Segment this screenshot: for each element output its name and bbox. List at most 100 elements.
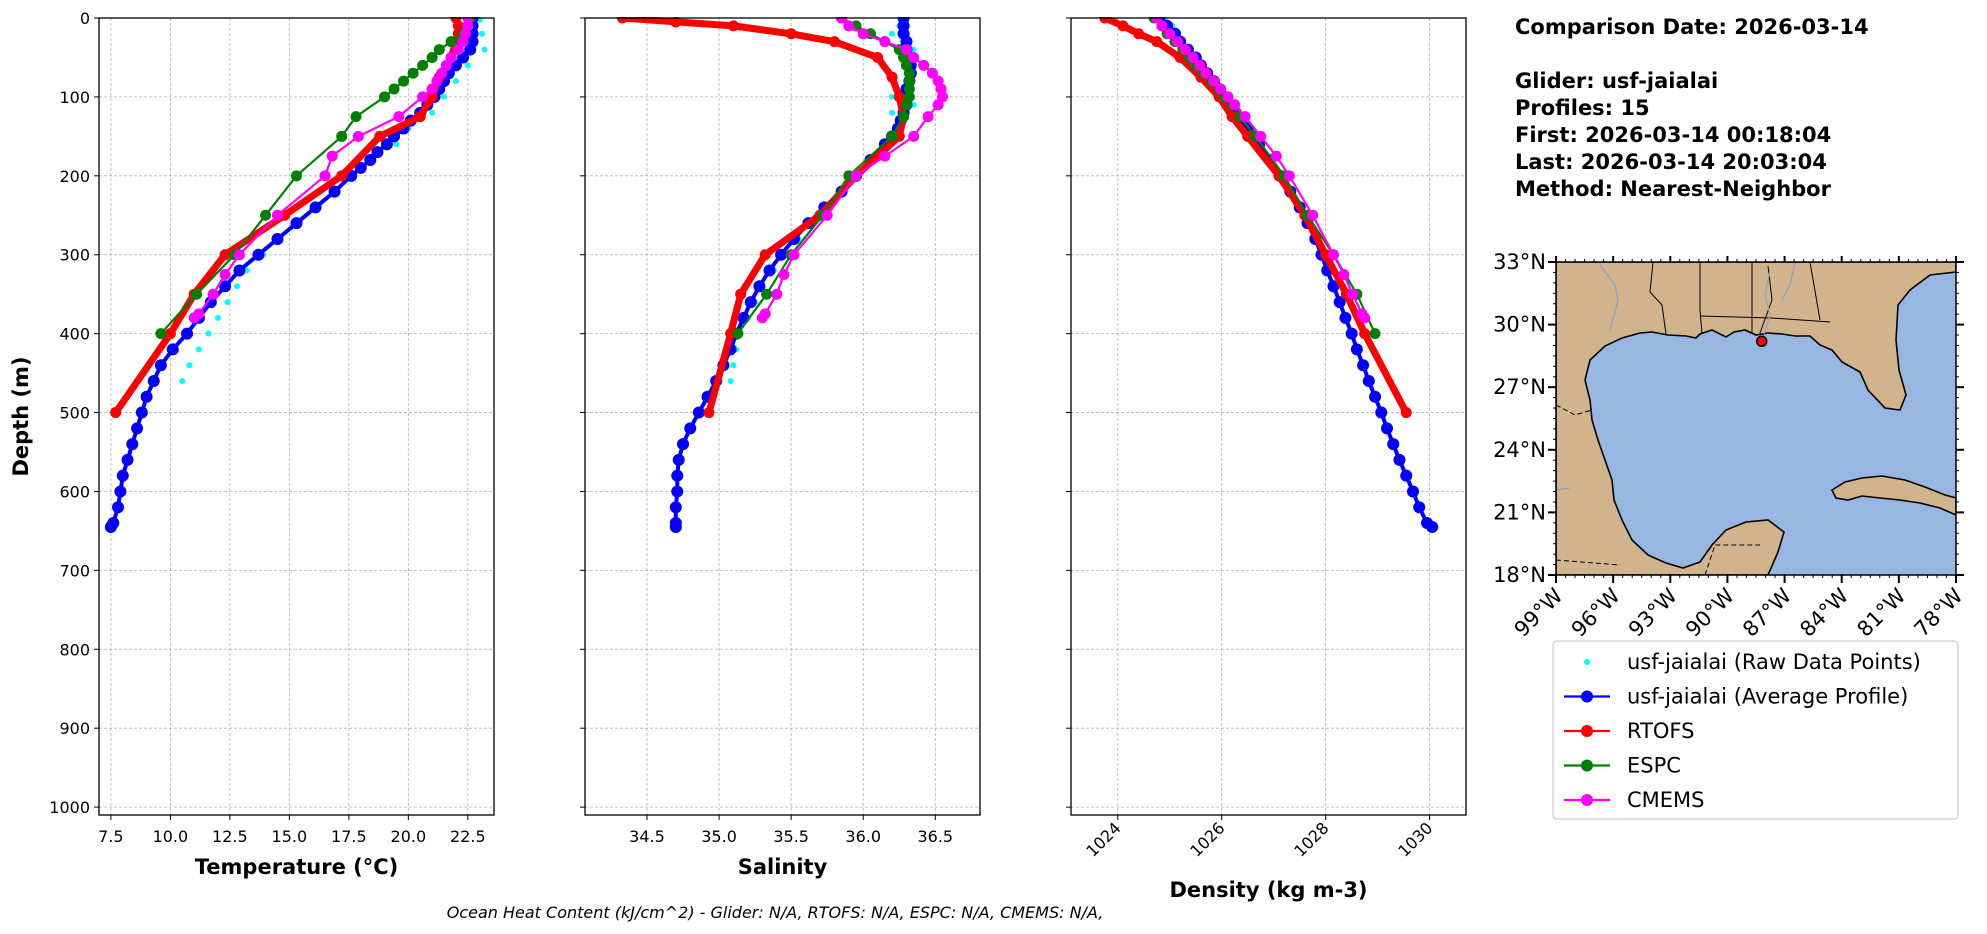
data-point: [763, 264, 776, 277]
data-point: [407, 67, 419, 79]
raw-data-point: [481, 46, 488, 53]
data-point: [1413, 501, 1426, 514]
data-point: [252, 248, 265, 261]
data-point: [364, 154, 377, 167]
series-line: [619, 17, 908, 417]
data-point: [753, 280, 766, 293]
map-lat-label: 18°N: [1493, 563, 1546, 587]
data-point: [116, 469, 129, 482]
profile-count: Profiles: 15: [1515, 96, 1650, 120]
map-lon-label: 84°W: [1795, 583, 1853, 641]
axes-frame: [98, 17, 495, 816]
data-point: [1270, 150, 1282, 162]
data-point: [398, 75, 410, 87]
data-point: [388, 83, 400, 95]
data-point: [191, 288, 203, 300]
legend-label: usf-jaialai (Average Profile): [1627, 685, 1908, 709]
y-axis-label: Depth (m): [9, 356, 33, 476]
data-point: [1187, 51, 1199, 63]
legend-marker: [1581, 759, 1593, 772]
data-point: [326, 150, 338, 162]
raw-data-point: [179, 377, 186, 384]
data-point: [1347, 288, 1359, 300]
data-point: [426, 83, 438, 95]
x-tick-label: 15.0: [272, 827, 308, 846]
x-tick-label: 22.5: [450, 827, 486, 846]
legend-entry: usf-jaialai (Raw Data Points): [1584, 650, 1921, 674]
data-point: [131, 422, 144, 435]
x-tick-label: 20.0: [391, 827, 427, 846]
legend-frame: [1552, 640, 1959, 820]
series-glider: [104, 17, 479, 533]
y-tick-label: 600: [59, 482, 90, 501]
data-point: [670, 17, 682, 28]
y-tick-label: 800: [59, 640, 90, 659]
info-box: Comparison Date: 2026-03-14 Glider: usf-…: [1515, 14, 1869, 203]
legend-label: ESPC: [1627, 754, 1681, 778]
data-point: [417, 59, 429, 71]
legend-label: CMEMS: [1627, 788, 1705, 812]
data-point: [1283, 170, 1295, 182]
data-point: [732, 328, 744, 340]
raw-data-point: [452, 78, 459, 85]
series-layer: [616, 17, 949, 533]
y-tick-label: 900: [59, 719, 90, 738]
x-tick-label: 34.5: [629, 827, 665, 846]
x-tick-label: 35.0: [701, 827, 737, 846]
data-point: [112, 501, 125, 514]
x-tick-label: 12.5: [212, 827, 248, 846]
y-tick-label: 300: [59, 246, 90, 265]
data-point: [1375, 406, 1388, 419]
data-point: [1426, 520, 1439, 533]
data-point: [886, 71, 898, 83]
data-point: [1327, 249, 1339, 261]
data-point: [110, 407, 122, 419]
data-point: [164, 328, 176, 340]
data-point: [1156, 20, 1168, 32]
data-point: [181, 327, 194, 340]
data-point: [350, 111, 362, 123]
glider-location-marker: [1755, 335, 1768, 348]
series-line: [673, 17, 913, 529]
y-tick-label: 0: [80, 9, 90, 28]
x-tick-label: 1028: [1290, 818, 1332, 860]
data-point: [380, 138, 393, 151]
glider-name: Glider: usf-jaialai: [1515, 69, 1719, 93]
raw-data-point: [214, 314, 221, 321]
legend-marker: [1584, 659, 1590, 665]
map-cuba: [1830, 475, 1956, 516]
data-point: [219, 268, 231, 280]
data-point: [1393, 453, 1406, 466]
data-point: [233, 249, 245, 261]
axes-frame: [584, 17, 981, 816]
legend-label: RTOFS: [1627, 719, 1694, 743]
legend-marker: [1581, 690, 1593, 703]
data-point: [271, 232, 284, 245]
data-point: [452, 20, 464, 32]
data-point: [452, 44, 464, 56]
y-tick-label: 100: [59, 88, 90, 107]
raw-data-point: [730, 362, 737, 369]
data-point: [319, 170, 331, 182]
data-point: [1387, 438, 1400, 451]
series-rtofs: [1099, 17, 1412, 419]
data-point: [903, 75, 915, 87]
data-point: [1357, 359, 1370, 372]
x-tick-label: 7.5: [98, 827, 123, 846]
data-point: [126, 438, 139, 451]
data-point: [737, 311, 750, 324]
map-lon-label: 99°W: [1510, 583, 1568, 641]
data-point: [918, 59, 930, 71]
ocean-heat-content-footer: Ocean Heat Content (kJ/cm^2) - Glider: N…: [446, 903, 1104, 922]
data-point: [445, 36, 457, 48]
panel-2: 34.5 35.0 35.5 36.0 36.5 Salinity: [580, 17, 981, 879]
data-point: [1359, 328, 1371, 340]
legend-marker: [1581, 794, 1593, 806]
data-point: [336, 170, 348, 182]
raw-data-point: [889, 93, 896, 100]
data-point: [692, 406, 705, 419]
data-point: [414, 111, 426, 123]
comparison-date: Comparison Date: 2026-03-14: [1515, 15, 1869, 39]
raw-data-point: [889, 30, 896, 37]
series-cmems: [1151, 17, 1371, 324]
